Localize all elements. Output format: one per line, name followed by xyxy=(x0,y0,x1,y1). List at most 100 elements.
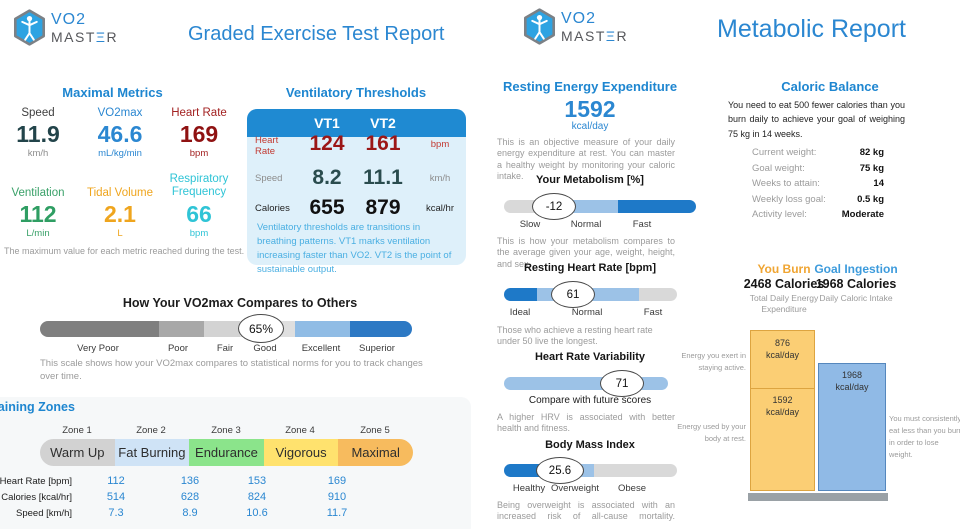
active-energy-label: 876 kcal/day xyxy=(765,338,800,360)
vt1-column-header: VT1 xyxy=(314,115,340,131)
zone3-header: Zone 3 xyxy=(211,425,241,436)
vt2-column-header: VT2 xyxy=(370,115,396,131)
metabolism-label-slow: Slow xyxy=(519,219,541,230)
metabolism-label-normal: Normal xyxy=(570,219,602,230)
annotation-rest-energy: Energy used by your body at rest. xyxy=(677,422,746,443)
rhr-description: Those who achieve a resting heart rate u… xyxy=(497,325,653,347)
vo2master-hexagon-icon xyxy=(523,8,556,45)
hrv-title: Heart Rate Variability xyxy=(534,351,646,363)
metabolic-report-title: Metabolic Report xyxy=(717,15,906,43)
you-burn-subtitle: Total Daily Energy Expenditure xyxy=(749,293,819,315)
hrv-caption: Compare with future scores xyxy=(528,395,652,406)
tz-cal-boundary-3: 824 xyxy=(247,491,267,503)
metric-unit: bpm xyxy=(189,148,209,160)
rhr-label-ideal: Ideal xyxy=(509,307,531,318)
tz-cal-boundary-1: 514 xyxy=(106,491,126,503)
metric-label: VO2max xyxy=(97,107,143,119)
zone1-header: Zone 1 xyxy=(62,425,92,436)
metric-value: 66 xyxy=(186,201,212,227)
tz-cal-boundary-4: 910 xyxy=(327,491,347,503)
vo2master-wordmark: VO2 MASTΞR xyxy=(561,9,629,44)
metric-value: 46.6 xyxy=(97,121,143,148)
scale-segment-superior xyxy=(350,321,412,337)
training-zones-title: Training Zones xyxy=(0,400,75,414)
rhr-marker: 61 xyxy=(551,281,595,308)
metric-tidal-volume: Tidal Volume 2.1 L xyxy=(81,172,159,239)
metric-unit: km/h xyxy=(27,148,49,160)
logo-line2: MASTΞR xyxy=(51,28,119,45)
metric-value: 2.1 xyxy=(104,201,136,227)
scale-segment-very-poor xyxy=(40,321,159,337)
bmi-description: Being overweight is associated with an i… xyxy=(497,500,675,522)
tz-row-label-heart-rate: Heart Rate [bpm] xyxy=(0,476,72,487)
metric-vo2max: VO2max 46.6 mL/kg/min xyxy=(81,107,159,159)
scale-segment-poor xyxy=(159,321,204,337)
logo-line1: VO2 xyxy=(51,10,87,28)
vt-row-unit: bpm xyxy=(430,139,450,150)
ree-title: Resting Energy Expenditure xyxy=(502,79,678,94)
metric-label: Tidal Volume xyxy=(86,186,154,199)
bmi-gauge-bar xyxy=(504,464,677,477)
rest-energy-label: 1592 kcal/day xyxy=(765,395,800,417)
tz-row-label-speed: Speed [km/h] xyxy=(16,508,72,519)
hrv-description: A higher HRV is associated with better h… xyxy=(497,412,675,434)
kv-weeks-to-attain: Weeks to attain: 14 xyxy=(752,178,884,189)
kv-weekly-loss-goal: Weekly loss goal: 0.5 kg xyxy=(752,193,884,205)
rhr-title: Resting Heart Rate [bpm] xyxy=(523,262,657,274)
tz-row-label-calories: Calories [kcal/hr] xyxy=(1,492,72,503)
scale-segment-excellent xyxy=(295,321,350,337)
vt1-calories: 655 xyxy=(309,196,345,219)
bmi-label-healthy: Healthy xyxy=(512,483,546,494)
ree-value: 1592 xyxy=(564,96,616,122)
vt-header-bar: VT1 VT2 xyxy=(247,109,466,137)
vo2master-wordmark: VO2 MASTΞR xyxy=(51,10,119,45)
logo-xi-glyph: Ξ xyxy=(95,28,107,45)
kv-current-weight: Current weight: 82 kg xyxy=(752,147,884,158)
metric-unit: L xyxy=(117,228,123,239)
metric-label: Respiratory Frequency xyxy=(169,172,229,198)
metric-value: 112 xyxy=(19,201,57,227)
goal-ingestion-header: Goal Ingestion xyxy=(814,262,898,276)
scale-label-good: Good xyxy=(253,343,277,354)
vt-row-unit: kcal/hr xyxy=(426,203,454,214)
vt-row-label: Calories xyxy=(255,203,290,214)
you-burn-header: You Burn xyxy=(757,262,811,276)
metabolism-segment-fast xyxy=(618,200,696,213)
scale-label-very-poor: Very Poor xyxy=(77,343,119,354)
ree-description: This is an objective measure of your dai… xyxy=(497,137,675,181)
ree-unit: kcal/day xyxy=(571,121,609,132)
rhr-label-normal: Normal xyxy=(571,307,603,318)
vt-footnote: Ventilatory thresholds are transitions i… xyxy=(257,222,452,275)
metric-label: Ventilation xyxy=(11,186,65,199)
vo2max-percentile-marker: 65% xyxy=(238,314,284,343)
tz-speed-boundary-2: 8.9 xyxy=(182,507,198,519)
you-burn-total: 2468 Calories xyxy=(743,277,825,291)
scale-label-excellent: Excellent xyxy=(301,343,341,354)
rhr-label-fast: Fast xyxy=(643,307,663,318)
rhr-segment-fast xyxy=(639,288,677,301)
vt2-calories: 879 xyxy=(365,196,401,219)
metric-label: Speed xyxy=(21,107,55,119)
burn-bar-divider xyxy=(751,388,814,389)
logo-line2: MASTΞR xyxy=(561,27,629,44)
logo-line1: VO2 xyxy=(561,9,597,27)
vt1-heart-rate: 124 xyxy=(309,132,345,155)
vt-row-label: Heart Rate xyxy=(255,135,279,158)
bmi-marker: 25.6 xyxy=(536,457,584,484)
vt1-speed: 8.2 xyxy=(312,166,342,189)
chart-baseline xyxy=(748,493,888,501)
metric-ventilation: Ventilation 112 L/min xyxy=(3,172,73,239)
scale-label-fair: Fair xyxy=(216,343,234,354)
bmi-label-obese: Obese xyxy=(618,483,646,494)
rhr-segment-ideal xyxy=(504,288,537,301)
goal-ingestion-total: 1968 Calories xyxy=(815,277,897,291)
bmi-segment-obese xyxy=(594,464,677,477)
vt-row-label: Speed xyxy=(255,173,283,184)
vo2master-hexagon-icon xyxy=(13,9,46,46)
kv-goal-weight: Goal weight: 75 kg xyxy=(752,162,884,174)
tz-speed-boundary-3: 10.6 xyxy=(246,507,268,519)
vo2max-scale-bar xyxy=(40,321,412,337)
zone-maximal: Maximal xyxy=(338,439,413,466)
metric-heart-rate: Heart Rate 169 bpm xyxy=(155,107,243,159)
